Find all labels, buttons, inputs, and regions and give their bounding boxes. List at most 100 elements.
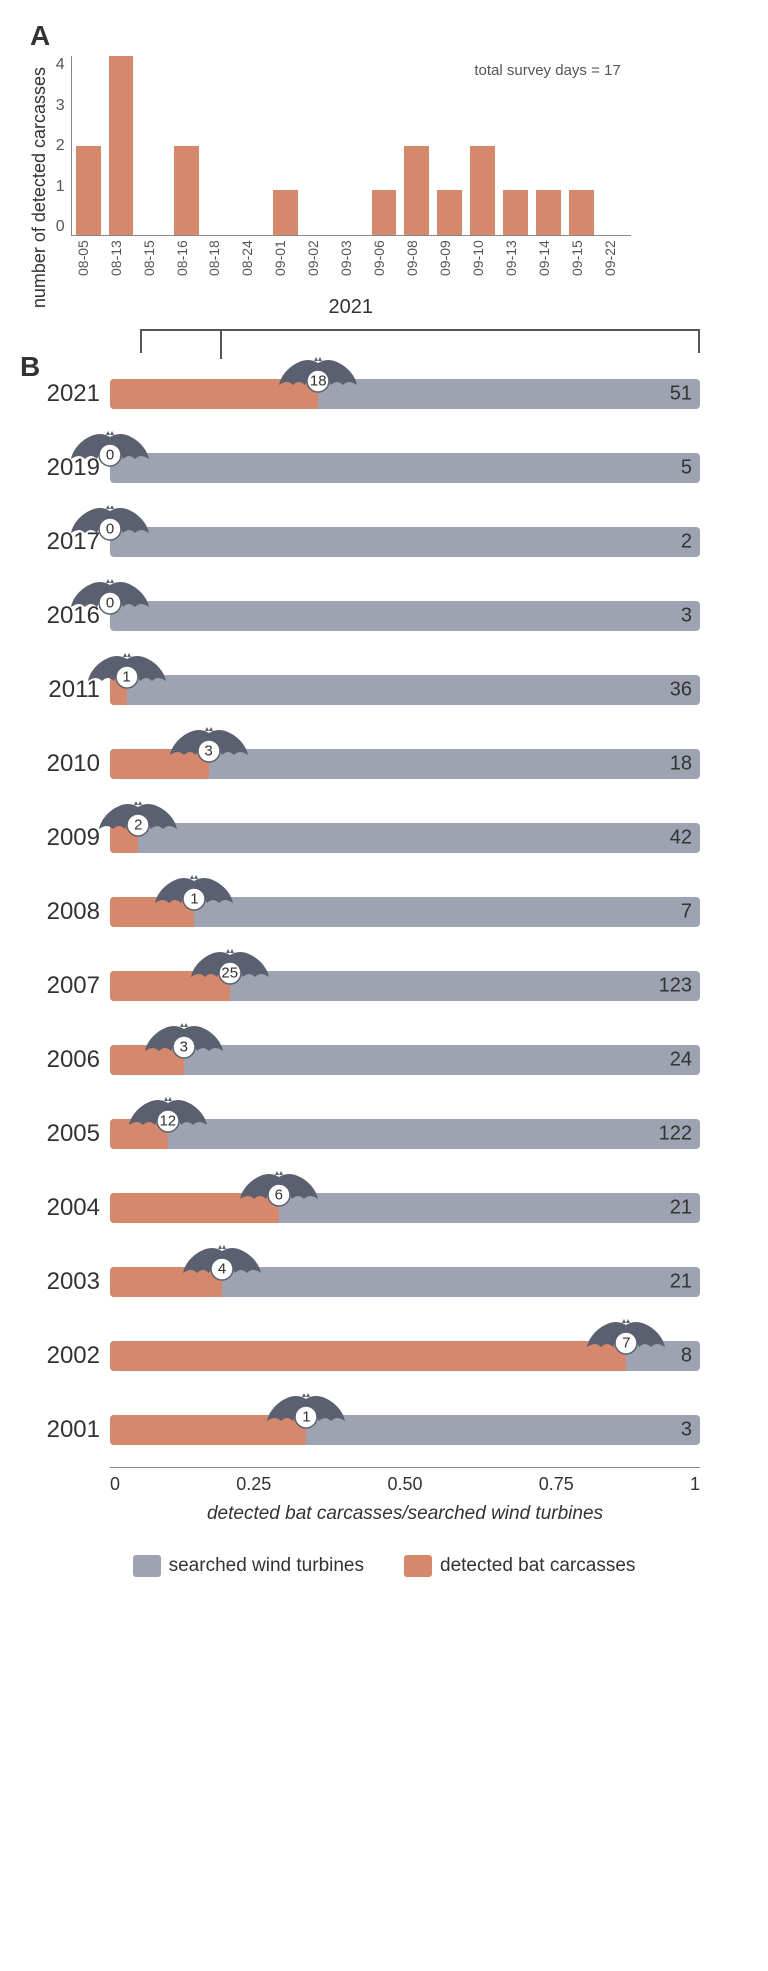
- panel-a-label: A: [30, 20, 738, 52]
- bat-icon: 0: [71, 505, 149, 549]
- carcass-count: 3: [180, 1039, 188, 1056]
- bar-track: 24 3: [110, 1045, 700, 1075]
- bar-track: 7 1: [110, 897, 700, 927]
- bat-icon: 2: [99, 801, 177, 845]
- x-tick: 09-14: [536, 240, 561, 290]
- bar-track: 18 3: [110, 749, 700, 779]
- rows-b: 202151 1820195 020172 020163 0201136 120…: [110, 357, 700, 1467]
- bars-a: [72, 56, 631, 235]
- legend-item-gray: searched wind turbines: [133, 1555, 364, 1577]
- carcass-count: 1: [190, 891, 198, 908]
- carcass-count: 0: [106, 447, 114, 464]
- legend: searched wind turbines detected bat carc…: [30, 1555, 738, 1577]
- bar-09-09: [437, 190, 462, 235]
- bat-icon: 1: [155, 875, 233, 919]
- turbine-count: 5: [681, 457, 692, 480]
- row-2003: 200321 4: [110, 1245, 700, 1319]
- bat-icon: 0: [71, 579, 149, 623]
- carcass-count: 1: [122, 669, 130, 686]
- bar-track: 21 6: [110, 1193, 700, 1223]
- x-tick-b: 0.25: [236, 1474, 271, 1495]
- row-2005: 2005122 12: [110, 1097, 700, 1171]
- x-tick: 09-08: [404, 240, 429, 290]
- year-label: 2010: [30, 750, 100, 778]
- bat-icon: 6: [240, 1171, 318, 1215]
- bar-track: 8 7: [110, 1341, 700, 1371]
- bar-08-16: [174, 146, 199, 236]
- turbine-count: 122: [659, 1123, 692, 1146]
- row-2006: 200624 3: [110, 1023, 700, 1097]
- bar-track: 51 18: [110, 379, 700, 409]
- turbine-count: 7: [681, 901, 692, 924]
- plot-area-a: total survey days = 17: [71, 56, 631, 236]
- carcass-count: 3: [204, 743, 212, 760]
- bar-09-01: [273, 190, 298, 235]
- row-2010: 201018 3: [110, 727, 700, 801]
- x-tick: 09-06: [371, 240, 396, 290]
- chart-a: number of detected carcasses 43210 total…: [30, 56, 738, 319]
- bar-08-05: [76, 146, 101, 236]
- turbine-count: 24: [670, 1049, 692, 1072]
- legend-label-gray: searched wind turbines: [169, 1555, 364, 1577]
- row-2001: 20013 1: [110, 1393, 700, 1467]
- x-tick: 09-22: [602, 240, 627, 290]
- x-tick: 08-16: [174, 240, 199, 290]
- bar-track: 5 0: [110, 453, 700, 483]
- bar-track: 3 1: [110, 1415, 700, 1445]
- bat-icon: 18: [279, 357, 357, 401]
- y-tick: 3: [56, 97, 65, 115]
- x-tick-b: 0.50: [387, 1474, 422, 1495]
- bar-09-08: [404, 146, 429, 236]
- x-tick: 08-24: [239, 240, 264, 290]
- bat-icon: 12: [129, 1097, 207, 1141]
- carcass-count: 1: [302, 1409, 310, 1426]
- turbine-count: 42: [670, 827, 692, 850]
- year-label: 2008: [30, 898, 100, 926]
- legend-item-orange: detected bat carcasses: [404, 1555, 635, 1577]
- turbine-count: 2: [681, 531, 692, 554]
- year-label: 2001: [30, 1416, 100, 1444]
- bar-track: 21 4: [110, 1267, 700, 1297]
- bar-09-13: [503, 190, 528, 235]
- legend-swatch-gray: [133, 1555, 161, 1577]
- y-tick: 2: [56, 137, 65, 155]
- x-axis-label-b: detected bat carcasses/searched wind tur…: [110, 1503, 700, 1525]
- carcass-count: 2: [134, 817, 142, 834]
- bat-icon: 7: [587, 1319, 665, 1363]
- x-tick: 09-01: [272, 240, 297, 290]
- carcass-count: 12: [159, 1113, 176, 1130]
- row-2017: 20172 0: [110, 505, 700, 579]
- row-2008: 20087 1: [110, 875, 700, 949]
- bat-icon: 1: [88, 653, 166, 697]
- year-label: 2007: [30, 972, 100, 1000]
- row-2004: 200421 6: [110, 1171, 700, 1245]
- row-2019: 20195 0: [110, 431, 700, 505]
- bar-08-13: [109, 56, 134, 235]
- year-label: 2002: [30, 1342, 100, 1370]
- row-2021: 202151 18: [110, 357, 700, 431]
- x-tick: 09-13: [503, 240, 528, 290]
- year-label: 2005: [30, 1120, 100, 1148]
- year-label: 2003: [30, 1268, 100, 1296]
- turbine-count: 36: [670, 679, 692, 702]
- turbine-count: 3: [681, 605, 692, 628]
- bracket-connector: [140, 329, 700, 353]
- year-label: 2021: [30, 380, 100, 408]
- turbine-count: 21: [670, 1197, 692, 1220]
- x-tick-b: 0: [110, 1474, 120, 1495]
- turbine-count: 51: [670, 383, 692, 406]
- turbine-count: 21: [670, 1271, 692, 1294]
- y-tick: 1: [56, 178, 65, 196]
- legend-label-orange: detected bat carcasses: [440, 1555, 635, 1577]
- carcass-count: 4: [218, 1261, 226, 1278]
- carcass-count: 18: [310, 373, 327, 390]
- x-ticks-a: 08-0508-1308-1508-1608-1808-2409-0109-02…: [71, 236, 631, 290]
- turbine-count: 3: [681, 1419, 692, 1442]
- bat-icon: 4: [183, 1245, 261, 1289]
- bar-track: 36 1: [110, 675, 700, 705]
- bat-icon: 3: [170, 727, 248, 771]
- turbine-count: 8: [681, 1345, 692, 1368]
- year-label: 2006: [30, 1046, 100, 1074]
- x-tick: 09-03: [338, 240, 363, 290]
- x-tick: 09-10: [470, 240, 495, 290]
